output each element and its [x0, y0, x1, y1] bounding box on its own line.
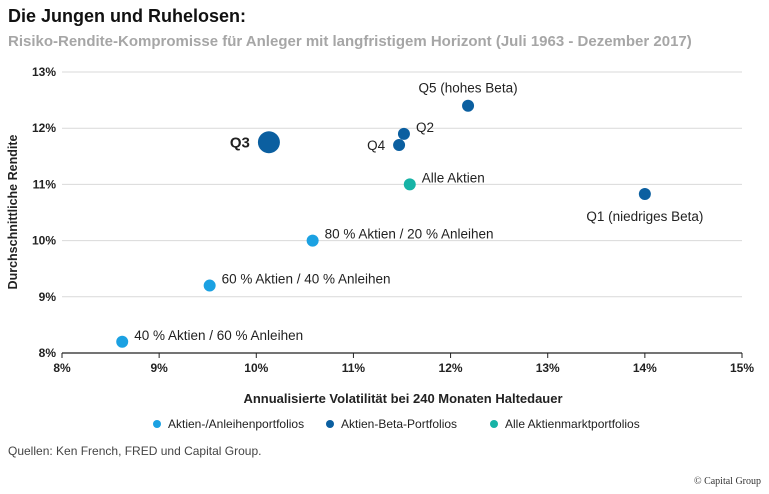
- y-axis-label: Durchschnittliche Rendite: [6, 135, 20, 290]
- y-tick-label: 9%: [39, 290, 57, 304]
- legend-dot-icon: [490, 420, 498, 428]
- data-label: Q3: [230, 134, 250, 151]
- data-label: Q2: [416, 120, 434, 135]
- legend-dot-icon: [326, 420, 334, 428]
- legend-label: Aktien-/Anleihenportfolios: [168, 417, 305, 431]
- y-tick-label: 11%: [33, 177, 57, 191]
- data-label: 60 % Aktien / 40 % Anleihen: [222, 272, 391, 287]
- legend-item-stock-bond: Aktien-/Anleihenportfolios: [153, 417, 304, 431]
- data-label: Q1 (niedriges Beta): [586, 209, 703, 224]
- legend-label: Alle Aktienmarktportfolios: [505, 417, 640, 431]
- data-label: 40 % Aktien / 60 % Anleihen: [134, 328, 303, 343]
- data-point: [203, 279, 216, 292]
- data-point: [257, 131, 280, 154]
- x-tick-label: 8%: [53, 361, 71, 375]
- data-point: [397, 127, 410, 140]
- scatter-chart: 8%9%10%11%12%13% 8% 9% 10% 11% 12% 13% 14% 15% …: [6, 65, 754, 406]
- x-tick-label: 12%: [439, 361, 463, 375]
- data-point: [403, 178, 416, 191]
- x-tick-label: 14%: [633, 361, 657, 375]
- data-point: [393, 139, 406, 152]
- x-axis-label: Annualisierte Volatilität bei 240 Monate…: [243, 391, 562, 406]
- gridlines: [62, 71, 742, 298]
- y-tick-label: 10%: [32, 234, 56, 248]
- data-label: Q5 (hohes Beta): [419, 81, 518, 96]
- source-note: Quellen: Ken French, FRED und Capital Gr…: [8, 444, 262, 458]
- x-tick-label: 15%: [730, 361, 754, 375]
- copyright: © Capital Group: [693, 476, 761, 487]
- legend-item-market: Alle Aktienmarktportfolios: [490, 417, 640, 431]
- legend: Aktien-/Anleihenportfolios Aktien-Beta-P…: [0, 417, 769, 435]
- data-point: [638, 187, 651, 200]
- data-label: Q4: [367, 138, 386, 153]
- legend-item-beta: Aktien-Beta-Portfolios: [326, 417, 457, 431]
- x-axis-ticks: 8% 9% 10% 11% 12% 13% 14% 15%: [53, 353, 754, 375]
- data-point: [306, 234, 319, 247]
- y-axis-ticks: 8% 9% 10% 11% 12% 13%: [32, 65, 56, 360]
- data-label: 80 % Aktien / 20 % Anleihen: [325, 227, 494, 242]
- data-label: Alle Aktien: [422, 170, 485, 185]
- data-point: [462, 99, 475, 112]
- data-points: 40 % Aktien / 60 % Anleihen 60 % Aktien /…: [116, 81, 703, 348]
- y-tick-label: 13%: [32, 65, 56, 79]
- y-tick-label: 8%: [39, 346, 57, 360]
- x-tick-label: 10%: [244, 361, 268, 375]
- chart-subtitle: Risiko-Rendite-Kompromisse für Anleger m…: [8, 33, 692, 50]
- x-tick-label: 9%: [150, 361, 168, 375]
- legend-dot-icon: [153, 420, 161, 428]
- x-tick-label: 11%: [342, 361, 366, 375]
- data-point: [116, 335, 129, 348]
- legend-label: Aktien-Beta-Portfolios: [341, 417, 458, 431]
- x-tick-label: 13%: [536, 361, 560, 375]
- chart-title: Die Jungen und Ruhelosen:: [8, 6, 247, 26]
- y-tick-label: 12%: [32, 121, 56, 135]
